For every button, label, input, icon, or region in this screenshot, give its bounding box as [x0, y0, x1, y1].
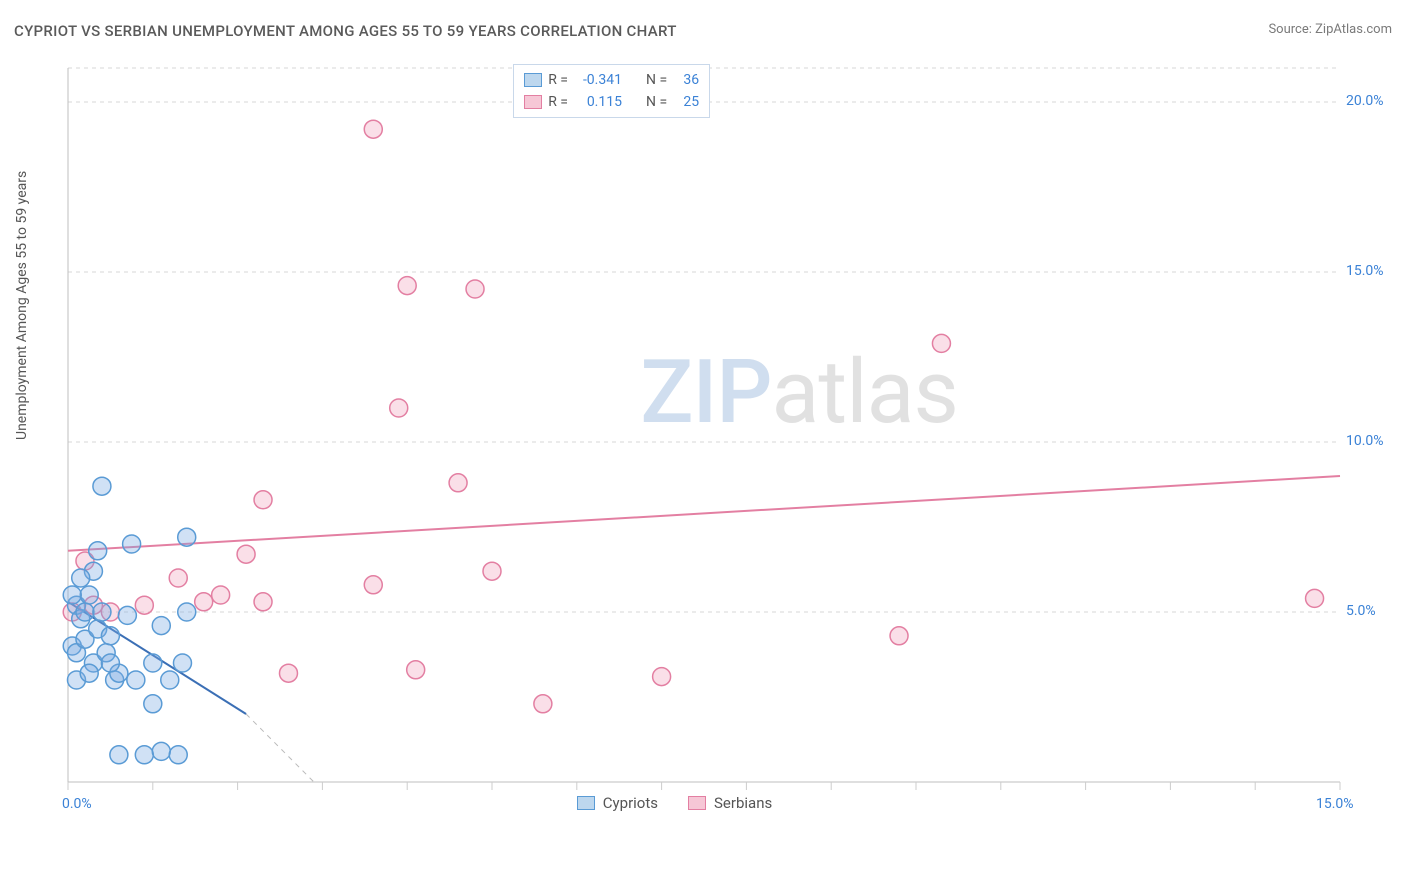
n-value-cypriots: 36 — [673, 72, 699, 88]
n-label: N = — [646, 94, 667, 110]
r-value-serbians: 0.115 — [574, 94, 622, 110]
plot-area — [50, 60, 1380, 830]
stats-row-serbians: R = 0.115 N = 25 — [524, 91, 699, 113]
y-tick-label: 15.0% — [1346, 263, 1384, 279]
r-label: R = — [548, 72, 568, 88]
chart-title: CYPRIOT VS SERBIAN UNEMPLOYMENT AMONG AG… — [14, 22, 677, 40]
source-attribution: Source: ZipAtlas.com — [1268, 22, 1392, 37]
y-tick-label: 5.0% — [1346, 603, 1376, 619]
y-tick-label: 10.0% — [1346, 433, 1384, 449]
legend-label-serbians: Serbians — [714, 794, 772, 812]
n-value-serbians: 25 — [673, 94, 699, 110]
legend-swatch-cypriots — [577, 796, 595, 810]
legend-item-cypriots: Cypriots — [577, 794, 658, 812]
series-legend: Cypriots Serbians — [577, 794, 772, 812]
x-tick-label: 15.0% — [1316, 796, 1354, 812]
stats-row-cypriots: R = -0.341 N = 36 — [524, 69, 699, 91]
swatch-cypriots — [524, 73, 542, 87]
legend-swatch-serbians — [688, 796, 706, 810]
n-label: N = — [646, 72, 667, 88]
r-label: R = — [548, 94, 568, 110]
r-value-cypriots: -0.341 — [574, 72, 622, 88]
legend-item-serbians: Serbians — [688, 794, 772, 812]
y-tick-label: 20.0% — [1346, 93, 1384, 109]
x-tick-label: 0.0% — [62, 796, 92, 812]
stats-legend: R = -0.341 N = 36 R = 0.115 N = 25 — [513, 64, 710, 118]
scatter-chart — [50, 60, 1380, 830]
swatch-serbians — [524, 95, 542, 109]
y-axis-label: Unemployment Among Ages 55 to 59 years — [14, 171, 30, 440]
legend-label-cypriots: Cypriots — [603, 794, 658, 812]
source-label: Source: — [1268, 22, 1311, 37]
source-link[interactable]: ZipAtlas.com — [1315, 22, 1392, 37]
